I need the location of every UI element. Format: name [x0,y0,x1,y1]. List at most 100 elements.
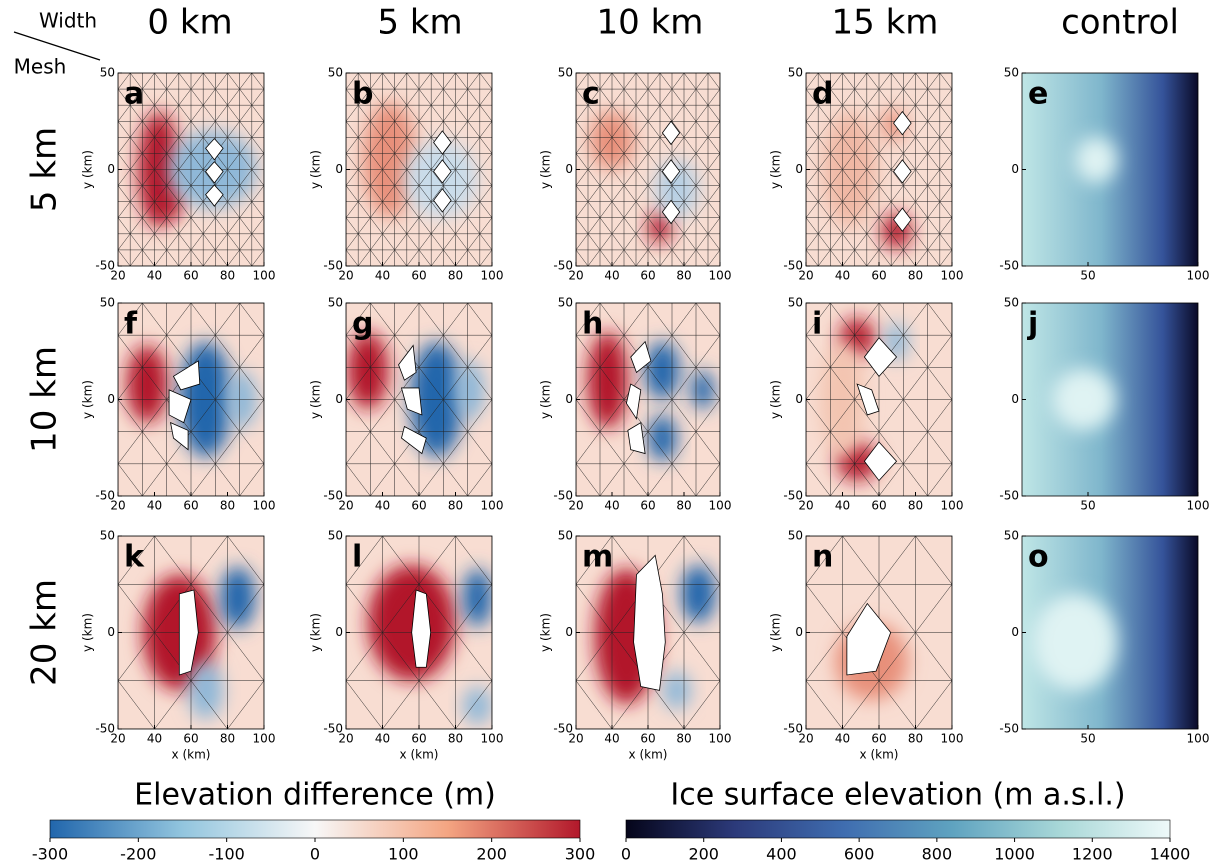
mesh-line [394,201,408,218]
mesh-line [406,137,420,154]
mesh-line [903,137,916,154]
mesh-line [623,185,637,202]
mesh-line [118,431,143,464]
mesh-line [927,121,941,138]
mesh-line [443,217,456,234]
mesh-line [903,185,916,202]
mesh-line [239,249,253,266]
mesh-line [576,185,589,202]
mesh-line [927,201,941,218]
mesh-line [599,201,613,218]
mesh-line [190,153,204,170]
mesh-line [467,335,492,368]
panel [345,535,493,730]
mesh-line [479,201,492,218]
mesh-line [854,399,880,432]
mesh-line [939,88,952,106]
tick-label: 80 [908,732,923,746]
mesh-line [576,249,589,266]
tick-label: 50 [1004,296,1019,310]
mesh-line [455,201,468,218]
mesh-line [430,201,444,218]
mesh-line [683,584,720,633]
tick-label: 0 [795,392,803,406]
mesh-line [903,233,916,251]
mesh-line [346,105,359,122]
mesh-line [671,88,685,106]
tick-label: 60 [871,499,886,513]
tick-label: 60 [411,732,426,746]
mesh-line [599,121,613,138]
mesh-line [418,217,432,234]
mesh-line [346,217,359,234]
mesh-line [227,88,240,106]
mesh-line [854,217,868,234]
mesh-line [623,153,637,170]
mesh-line [806,153,819,170]
mesh-line [671,431,697,464]
mesh-line [118,233,131,251]
mesh-line [418,632,456,681]
mesh-line [817,121,831,138]
mesh-line [443,249,456,266]
tick-label: 0 [107,625,115,639]
mesh-line [890,185,904,202]
mesh-line [406,217,420,234]
mesh-line [878,536,916,585]
mesh-line [671,185,685,202]
mesh-line [406,201,420,218]
mesh-line [370,335,395,368]
mesh-line [479,88,492,106]
mesh-line [647,201,661,218]
mesh-line [635,217,649,234]
mesh-line [927,169,941,186]
mesh-line [890,73,904,90]
panel-letter: d [812,77,833,112]
mesh-line [346,399,371,432]
mesh-line [251,217,264,234]
mesh-line [443,88,456,106]
mesh-line [854,121,868,138]
mesh-line [623,137,637,154]
mesh-line [915,88,928,106]
mesh-line [154,536,192,585]
mesh-line [939,73,952,90]
mesh-line [576,217,589,234]
mesh-line [129,249,143,266]
mesh-line [611,73,625,90]
mesh-line [817,137,831,154]
mesh-line [455,121,468,138]
mesh-line [866,153,880,170]
panel-letter: e [1028,77,1048,112]
mesh-line [695,105,709,122]
y-axis-label: y (km) [309,613,323,652]
mesh-line [227,233,240,251]
field-feature [157,192,181,216]
panel [345,302,493,497]
x-axis-label: x (km) [172,748,211,762]
mesh-line [346,153,359,170]
mesh-line [346,137,359,154]
panel-field [118,73,264,266]
tick-label: 0 [107,392,115,406]
mesh-line [866,233,880,251]
mesh-line [806,367,831,400]
mesh-line [370,463,395,496]
mesh-line [915,536,952,585]
mesh-line [370,201,383,218]
field-feature [1074,136,1118,184]
mesh-line [623,463,649,496]
tick-label: 100 [481,732,504,746]
mesh-line [927,463,952,496]
mesh-line [647,463,673,496]
mesh-line [154,153,167,170]
mesh-line [903,249,916,266]
mesh-line [599,303,625,336]
mesh-line [915,249,928,266]
mesh-line [215,233,228,251]
mesh-line [239,137,253,154]
mesh-line [443,431,468,464]
mesh-line [623,105,637,122]
mesh-line [394,233,408,251]
mesh-line [927,88,941,106]
